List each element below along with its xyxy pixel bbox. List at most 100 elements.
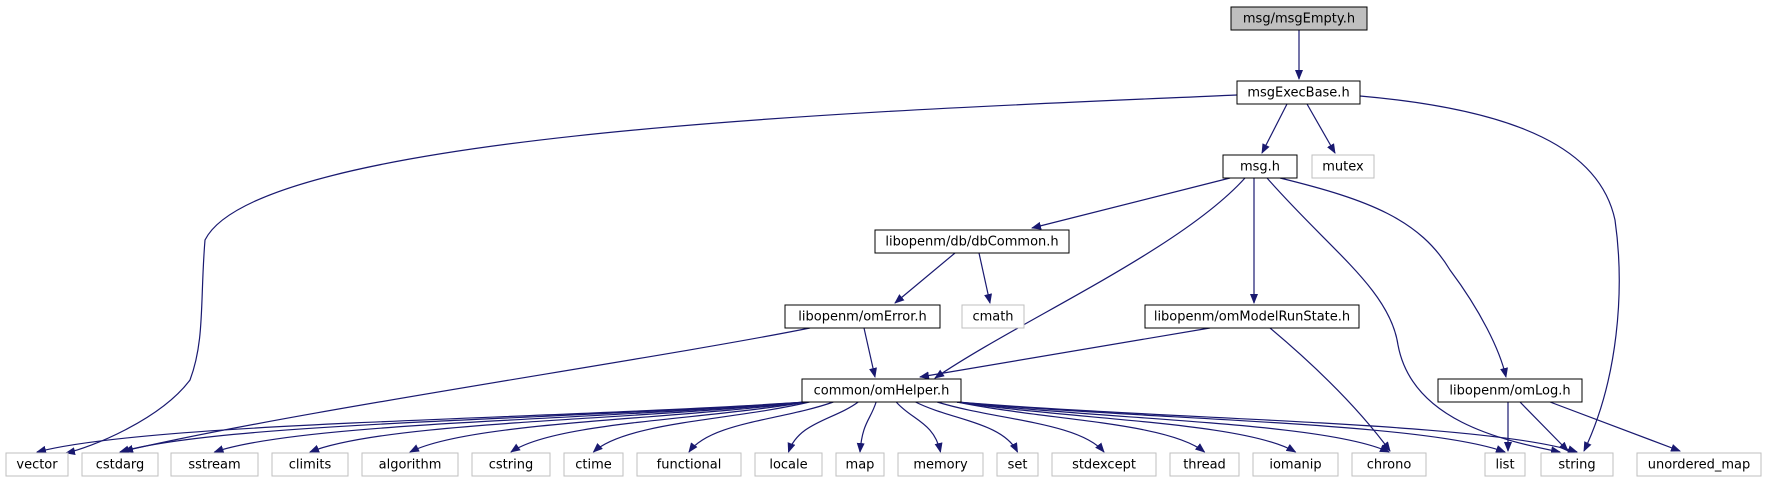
node-msgExecBase[interactable]: msgExecBase.h — [1236, 80, 1361, 105]
node-vector-label: vector — [16, 458, 58, 473]
edge-msgExecBase-to-mutex — [1306, 103, 1336, 154]
node-ctime-label: ctime — [575, 458, 612, 473]
node-locale-label: locale — [769, 458, 807, 473]
edge-omModelRunState-to-omHelper — [919, 327, 1211, 380]
node-chrono-label: chrono — [1367, 458, 1412, 473]
node-omModelRunState-box — [1144, 304, 1360, 329]
node-map: map — [835, 452, 885, 477]
node-cstring-box — [471, 452, 551, 477]
node-cstdarg-label: cstdarg — [96, 458, 145, 473]
edge-omError-to-omHelper — [863, 327, 877, 378]
node-string-box — [1540, 452, 1614, 477]
node-unordered_map-label: unordered_map — [1648, 458, 1751, 473]
edge-omHelper-to-string — [956, 401, 1578, 454]
edge-msgExecBase-to-vector — [65, 94, 1238, 456]
edge-omHelper-to-memory — [895, 401, 943, 453]
edge-omHelper-to-list — [956, 401, 1506, 453]
node-list: list — [1484, 452, 1526, 477]
node-string-label: string — [1558, 458, 1595, 473]
node-memory-label: memory — [913, 458, 968, 473]
node-functional-label: functional — [657, 458, 722, 473]
node-omError-box — [784, 304, 941, 329]
node-msgExecBase-box — [1236, 80, 1361, 105]
node-locale: locale — [754, 452, 823, 477]
node-locale-box — [754, 452, 823, 477]
node-msgEmpty-box — [1230, 6, 1368, 31]
node-algorithm-box — [361, 452, 459, 477]
edge-omModelRunState-to-chrono — [1269, 327, 1391, 452]
node-dbCommon[interactable]: libopenm/db/dbCommon.h — [874, 229, 1070, 254]
edge-dbCommon-to-cmath — [978, 252, 992, 304]
node-cstdarg: cstdarg — [81, 452, 159, 477]
node-omError[interactable]: libopenm/omError.h — [784, 304, 941, 329]
edge-msg-to-omLog — [1279, 177, 1508, 378]
edge-omHelper-to-sstream — [213, 401, 807, 453]
node-climits-box — [271, 452, 349, 477]
node-omLog-box — [1437, 378, 1583, 403]
node-memory: memory — [897, 452, 984, 477]
node-omHelper-label: common/omHelper.h — [814, 384, 950, 399]
edge-msgExecBase-to-string — [1359, 95, 1620, 452]
node-chrono: chrono — [1351, 452, 1427, 477]
edge-omHelper-to-map — [856, 401, 877, 453]
node-cmath: cmath — [961, 304, 1025, 329]
node-omHelper[interactable]: common/omHelper.h — [801, 378, 962, 403]
node-cstring-label: cstring — [489, 458, 533, 473]
node-omModelRunState[interactable]: libopenm/omModelRunState.h — [1144, 304, 1360, 329]
node-iomanip-box — [1252, 452, 1339, 477]
node-set-label: set — [1008, 458, 1028, 473]
node-memory-box — [897, 452, 984, 477]
node-sstream-box — [170, 452, 259, 477]
node-mutex: mutex — [1311, 154, 1375, 179]
edge-omHelper-to-ctime — [592, 401, 810, 453]
node-functional: functional — [636, 452, 742, 477]
edge-omHelper-to-cstdarg — [119, 401, 807, 454]
node-msgEmpty[interactable]: msg/msgEmpty.h — [1230, 6, 1368, 31]
node-cstdarg-box — [81, 452, 159, 477]
node-functional-box — [636, 452, 742, 477]
node-set: set — [996, 452, 1039, 477]
node-climits-label: climits — [289, 458, 332, 473]
nodes: msg/msgEmpty.h msgExecBase.h msg.h mutex lib… — [5, 6, 1762, 477]
node-omLog-label: libopenm/omLog.h — [1449, 384, 1570, 399]
node-list-label: list — [1495, 458, 1514, 473]
node-msgEmpty-label: msg/msgEmpty.h — [1243, 12, 1355, 27]
edge-omHelper-to-algorithm — [409, 401, 807, 453]
edge-omError-to-cstdarg — [123, 327, 811, 453]
node-iomanip: iomanip — [1252, 452, 1339, 477]
node-ctime: ctime — [563, 452, 624, 477]
edge-omHelper-to-thread — [956, 401, 1206, 453]
edge-omHelper-to-locale — [787, 401, 859, 453]
node-unordered_map-box — [1636, 452, 1762, 477]
node-string: string — [1540, 452, 1614, 477]
node-cmath-box — [961, 304, 1025, 329]
edge-omLog-to-string — [1519, 401, 1569, 452]
node-unordered_map: unordered_map — [1636, 452, 1762, 477]
node-vector-box — [5, 452, 69, 477]
node-stdexcept-box — [1051, 452, 1157, 477]
node-sstream: sstream — [170, 452, 259, 477]
node-chrono-box — [1351, 452, 1427, 477]
edge-msg-to-omHelper — [934, 177, 1246, 379]
edge-omHelper-to-stdexcept — [936, 401, 1105, 453]
edge-omHelper-to-chrono — [956, 401, 1390, 453]
node-list-box — [1484, 452, 1526, 477]
node-ctime-box — [563, 452, 624, 477]
node-algorithm-label: algorithm — [379, 458, 442, 473]
node-dbCommon-label: libopenm/db/dbCommon.h — [885, 235, 1058, 250]
node-stdexcept: stdexcept — [1051, 452, 1157, 477]
node-msg-label: msg.h — [1240, 160, 1280, 175]
node-omLog[interactable]: libopenm/omLog.h — [1437, 378, 1583, 403]
edge-omLog-to-unordered_map — [1549, 401, 1681, 452]
node-thread-label: thread — [1183, 458, 1226, 473]
node-map-label: map — [846, 458, 875, 473]
edge-omHelper-to-iomanip — [956, 401, 1297, 453]
node-mutex-box — [1311, 154, 1375, 179]
node-algorithm: algorithm — [361, 452, 459, 477]
edge-omHelper-to-set — [915, 401, 1019, 453]
edge-omHelper-to-cstring — [510, 401, 807, 453]
node-cstring: cstring — [471, 452, 551, 477]
node-climits: climits — [271, 452, 349, 477]
node-msg[interactable]: msg.h — [1222, 154, 1298, 179]
